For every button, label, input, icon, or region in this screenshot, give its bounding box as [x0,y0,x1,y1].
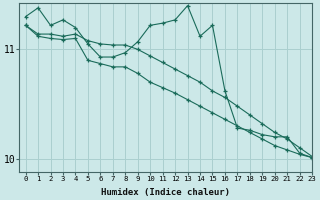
X-axis label: Humidex (Indice chaleur): Humidex (Indice chaleur) [101,188,230,197]
